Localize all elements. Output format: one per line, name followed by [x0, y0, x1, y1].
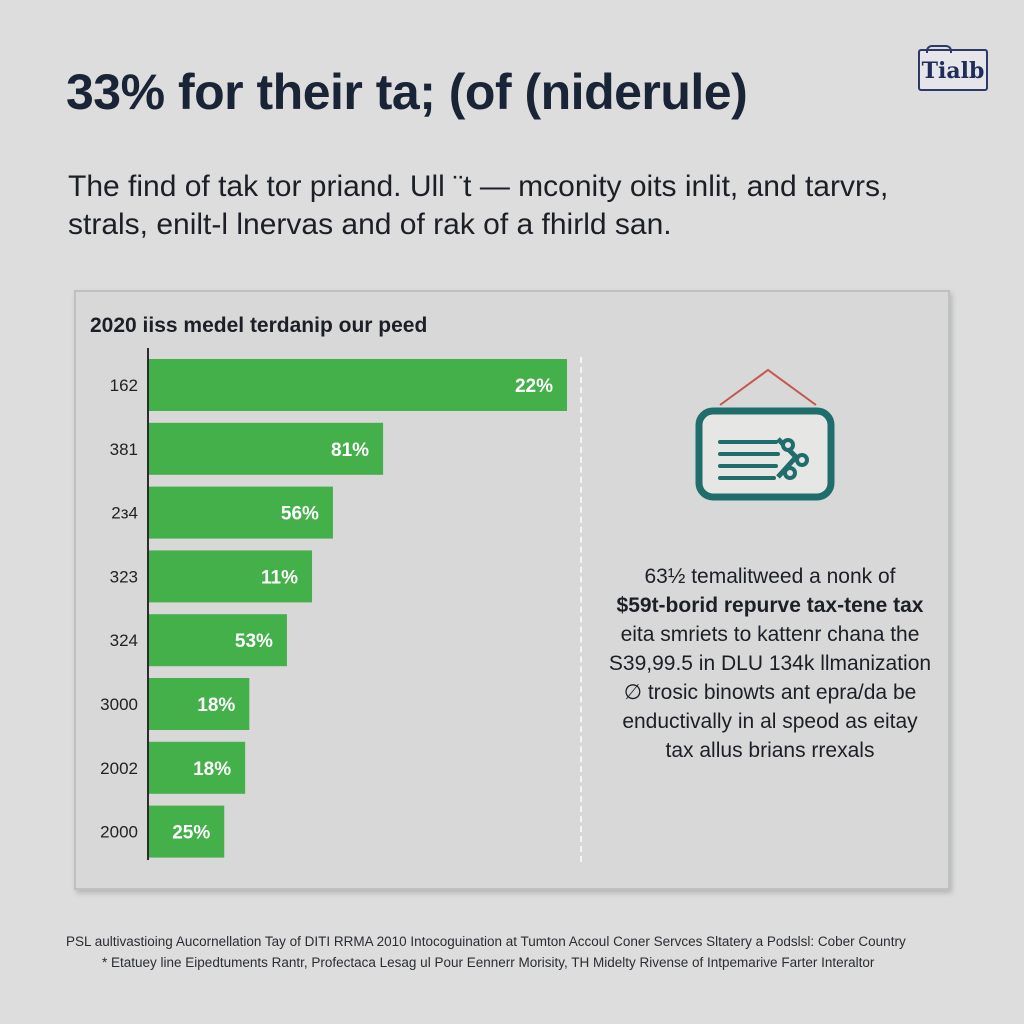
bar	[149, 422, 384, 475]
bar	[149, 614, 287, 667]
callout-line: $59t-borid repurve tax-tene tax	[616, 594, 924, 617]
category-tick-label: 381	[110, 440, 138, 459]
page-subtitle: The find of tak tor priand. Ull ¨t — mco…	[68, 170, 889, 241]
page-title: 33% for their ta; (of (niderule)	[66, 64, 748, 120]
bar-data-label: 53%	[235, 631, 273, 652]
category-tick-label: 2000	[100, 823, 138, 842]
source-footnote: PSL aultivastioing Aucornellation Tay of…	[66, 931, 958, 973]
category-tick-label: 162	[110, 376, 138, 395]
bar	[149, 805, 225, 858]
footnote-line-2: * Etatuey line Eipedtuments Rantr, Profe…	[102, 955, 875, 970]
callout-line: tax allus brians rrexals	[665, 739, 875, 762]
category-tick-label: 323	[110, 567, 138, 586]
bar-data-label: 22%	[515, 376, 553, 397]
bar-data-label: 56%	[281, 504, 319, 525]
category-tick-label: 3000	[100, 695, 138, 714]
dashed-divider	[580, 357, 582, 862]
category-tick-label: 2002	[100, 759, 138, 778]
callout-line: S39,99.5 in DLU 134k llmanization	[608, 652, 932, 675]
category-tick-label: 324	[110, 631, 138, 650]
document-tag-icon	[690, 365, 850, 510]
footnote-line-1: PSL aultivastioing Aucornellation Tay of…	[66, 934, 906, 949]
bar	[149, 359, 567, 411]
bar	[149, 678, 250, 730]
bar-data-label: 25%	[172, 823, 210, 844]
bar	[149, 486, 333, 539]
bar-data-label: 18%	[197, 695, 235, 716]
callout-line: ∅ trosic binowts ant epra/da be	[623, 681, 917, 704]
brand-logo: Tialb	[918, 45, 988, 91]
bar	[149, 550, 313, 603]
chart-title: 2020 iiss medel terdanip our peed	[90, 314, 427, 337]
callout-line: enductivally in al speod as eitay	[622, 710, 918, 733]
bars-group: 22% 162 81% 381 56% 2з4 11% 323 53% 324 18% 3000 18%…	[100, 359, 567, 858]
category-tick-label: 2з4	[111, 504, 138, 523]
callout-line: eita smriets to kattenr chana the	[620, 623, 920, 646]
callout-text: 63½ temalitweed a nonk of $59t-borid rep…	[600, 562, 940, 765]
bar-data-label: 18%	[193, 759, 231, 780]
bar-data-label: 11%	[261, 567, 298, 588]
bar	[149, 741, 246, 794]
bar-data-label: 81%	[331, 440, 369, 461]
callout-line: 63½ temalitweed a nonk of	[644, 565, 896, 588]
